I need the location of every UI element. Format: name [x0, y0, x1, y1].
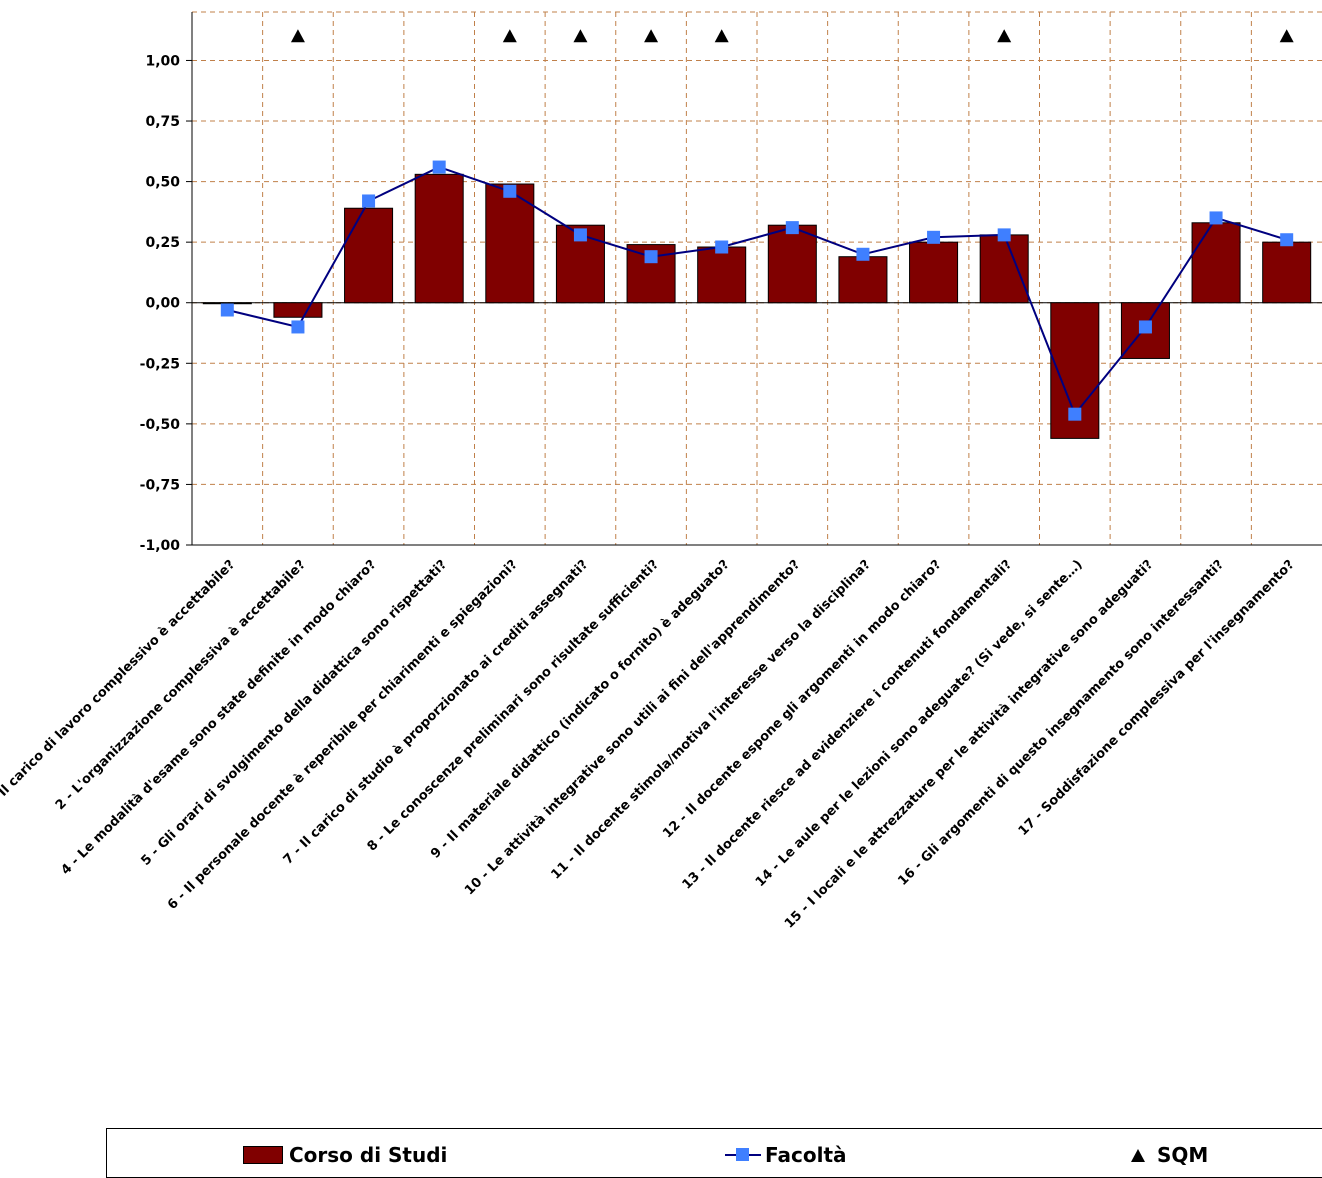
x-category-label: 6 - Il personale docente è reperibile pe… [165, 557, 521, 913]
bar [414, 173, 464, 304]
facolta-point [785, 221, 799, 235]
x-category-label: 16 - Gli argomenti di questo insegnament… [895, 557, 1227, 889]
x-category-label: 4 - Le modalità d'esame sono state defin… [58, 557, 379, 878]
sqm-marker [290, 29, 305, 43]
y-tick-label: -0,75 [140, 477, 180, 493]
x-category-label: 17 - Soddisfazione complessiva per l'ins… [1016, 557, 1298, 839]
y-tick-label: 0,75 [145, 114, 180, 130]
bar [838, 256, 888, 304]
facolta-point [1068, 407, 1082, 421]
sqm-marker [644, 29, 659, 43]
facolta-point [856, 247, 870, 261]
y-tick-label: -0,25 [140, 356, 180, 372]
y-tick-label: -1,00 [140, 538, 181, 554]
legend: Corso di Studi Facoltà SQM [106, 1128, 1322, 1178]
facolta-point [1209, 211, 1223, 225]
legend-item-sqm: SQM [1131, 1143, 1208, 1167]
legend-triangle-swatch [1131, 1148, 1145, 1162]
x-category-label: 12 - Il docente espone gli argomenti in … [660, 557, 944, 841]
facolta-point [432, 160, 446, 174]
x-category-label: 13 - Il docente riesce ad evidenziere i … [680, 557, 1015, 892]
legend-item-facolta: Facoltà [725, 1143, 847, 1167]
bar [344, 207, 394, 304]
facolta-point [291, 320, 305, 334]
facolta-point [220, 303, 234, 317]
bar [1262, 241, 1312, 304]
bar [273, 302, 323, 318]
y-tick-label: -0,50 [140, 417, 181, 433]
facolta-point [644, 250, 658, 264]
facolta-point [1280, 233, 1294, 247]
bar [979, 234, 1029, 304]
facolta-point [927, 230, 941, 244]
sqm-marker [1279, 29, 1294, 43]
bar [1191, 222, 1241, 304]
bars-corso-di-studi [202, 173, 1312, 439]
line-facolta [220, 160, 1294, 421]
sqm-marker [502, 29, 517, 43]
sqm-marker [714, 29, 729, 43]
y-tick-label: 0,00 [145, 296, 180, 312]
chart: 1,00 0,75 0,50 0,25 0,00 -0,25 -0,50 -0,75 -1,00… [0, 11, 1322, 932]
y-tick-labels: 1,00 0,75 0,50 0,25 0,00 -0,25 -0,50 -0,75 -1,00 [140, 53, 181, 554]
y-tick-label: 1,00 [145, 53, 180, 69]
legend-label-sqm: SQM [1157, 1143, 1209, 1167]
bar [697, 246, 747, 304]
legend-bar-swatch [243, 1146, 283, 1164]
grid-lines [192, 11, 1322, 545]
x-category-label: 14 - Le aule per le lezioni sono adeguat… [753, 557, 1086, 890]
facolta-point [362, 194, 376, 208]
x-category-label: 11 - Il docente stimola/motiva l'interes… [548, 557, 873, 882]
x-category-label: 2 - L'organizzazione complessiva è accet… [53, 557, 309, 813]
facolta-point [1138, 320, 1152, 334]
legend-line-swatch [725, 1147, 761, 1163]
sqm-marker [573, 29, 588, 43]
facolta-point [997, 228, 1011, 242]
x-category-labels: 1 - Il carico di lavoro complessivo è ac… [0, 557, 1298, 931]
bar [767, 224, 817, 304]
legend-label-corso-di-studi: Corso di Studi [289, 1143, 448, 1167]
bar [909, 241, 959, 304]
x-category-label: 1 - Il carico di lavoro complessivo è ac… [0, 557, 238, 816]
markers-sqm [290, 29, 1294, 43]
legend-label-facolta: Facoltà [765, 1143, 847, 1167]
bar [485, 183, 535, 304]
y-tick-label: 0,25 [145, 235, 180, 251]
facolta-point [573, 228, 587, 242]
y-tick-label: 0,50 [145, 175, 180, 191]
x-category-label: 10 - Le attività integrative sono utili … [462, 557, 803, 898]
legend-item-corso-di-studi: Corso di Studi [243, 1143, 447, 1167]
facolta-line [227, 166, 1287, 417]
facolta-point [715, 240, 729, 254]
sqm-marker [997, 29, 1012, 43]
bar [555, 224, 605, 304]
facolta-point [503, 184, 517, 198]
